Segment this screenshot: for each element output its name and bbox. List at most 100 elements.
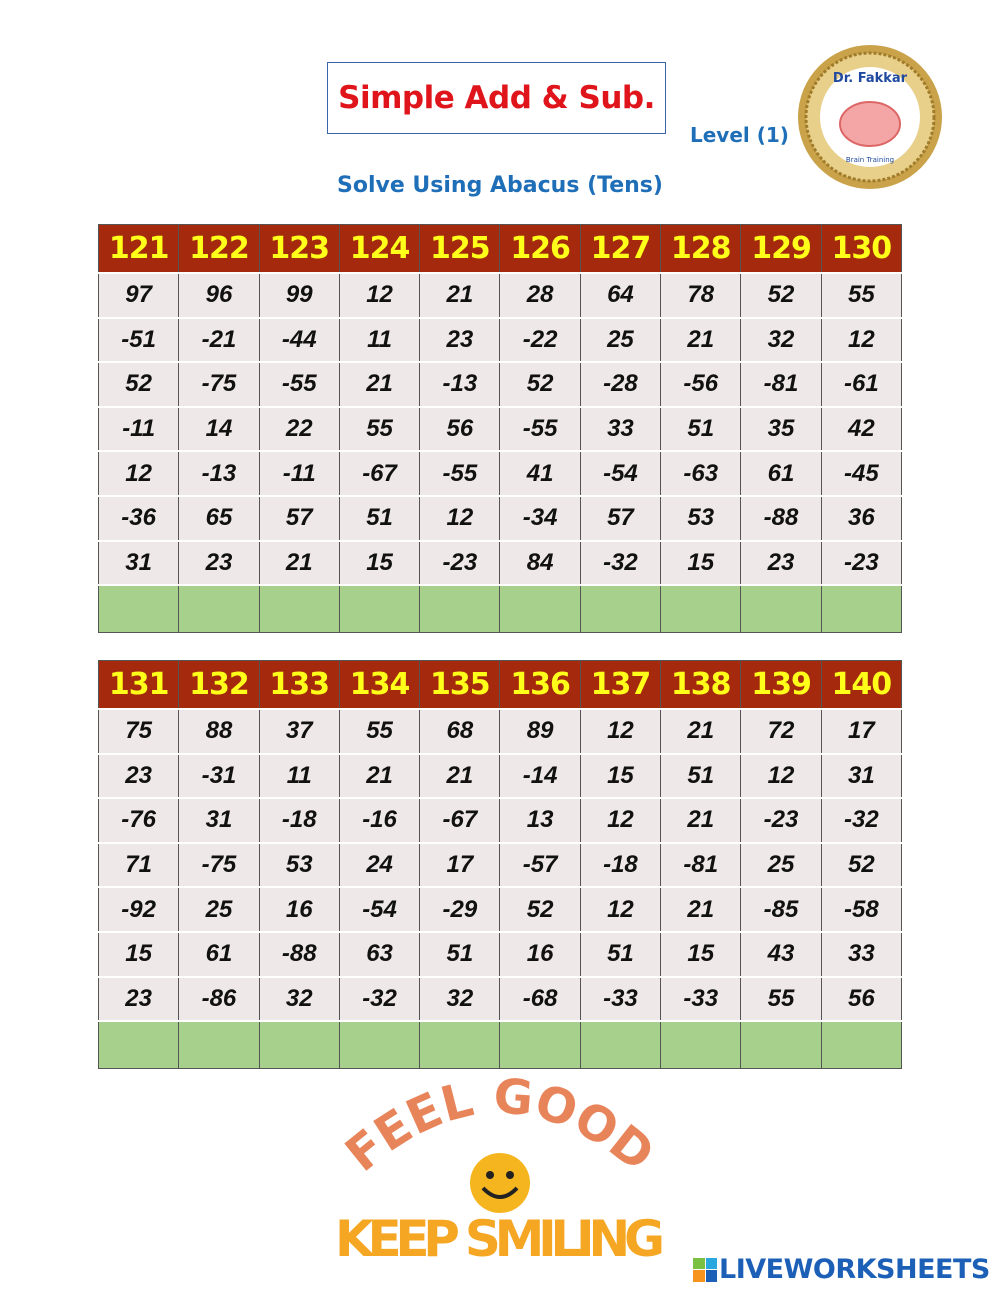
answer-input[interactable] [500, 586, 580, 633]
answer-input[interactable] [179, 1022, 259, 1069]
answer-cell[interactable] [419, 1020, 501, 1070]
number-cell: 53 [660, 494, 742, 542]
number-cell: 51 [419, 930, 501, 978]
answer-input[interactable] [179, 586, 259, 633]
answer-input[interactable] [661, 586, 741, 633]
answer-input[interactable] [580, 586, 661, 633]
number-cell: 42 [820, 405, 903, 453]
number-cell: -32 [338, 975, 421, 1023]
answer-cell[interactable] [820, 1020, 903, 1070]
answer-input[interactable] [420, 586, 500, 633]
table-row: 23 -86 32 -32 32 -68 -33 -33 55 56 [97, 975, 903, 1023]
answer-cell[interactable] [97, 584, 180, 634]
answer-cell[interactable] [660, 584, 742, 634]
number-cell: 68 [419, 708, 501, 755]
svg-text:Brain Training: Brain Training [846, 156, 894, 164]
answer-cell[interactable] [579, 584, 662, 634]
answer-input[interactable] [339, 586, 420, 633]
number-cell: 33 [820, 930, 903, 978]
number-cell: 52 [740, 272, 822, 319]
number-cell: -58 [820, 886, 903, 933]
answer-cell[interactable] [499, 584, 581, 634]
problem-number-header: 133 [258, 660, 340, 710]
answer-input[interactable] [741, 1022, 821, 1069]
number-cell: 25 [740, 841, 822, 889]
number-cell: 12 [419, 494, 501, 542]
table-row: -51 -21 -44 11 23 -22 25 21 32 12 [97, 316, 903, 364]
number-cell: 55 [338, 405, 421, 453]
number-cell: -32 [579, 539, 662, 587]
answer-cell[interactable] [499, 1020, 581, 1070]
number-cell: -33 [579, 975, 662, 1023]
answer-cell[interactable] [419, 584, 501, 634]
table-row: 12 -13 -11 -67 -55 41 -54 -63 61 -45 [97, 450, 903, 497]
number-cell: 15 [97, 930, 180, 978]
number-cell: -63 [660, 450, 742, 497]
problem-number-header: 138 [660, 660, 742, 710]
problem-number-header: 135 [419, 660, 501, 710]
number-cell: -88 [740, 494, 822, 542]
number-cell: 55 [820, 272, 903, 319]
answer-cell[interactable] [338, 584, 421, 634]
number-cell: -11 [97, 405, 180, 453]
problem-number-header: 139 [740, 660, 822, 710]
table-row: 71 -75 53 24 17 -57 -18 -81 25 52 [97, 841, 903, 889]
table-row: 52 -75 -55 21 -13 52 -28 -56 -81 -61 [97, 361, 903, 408]
number-cell: 36 [820, 494, 903, 542]
number-cell: 23 [740, 539, 822, 587]
number-cell: 78 [660, 272, 742, 319]
number-cell: 32 [740, 316, 822, 364]
number-cell: 21 [258, 539, 340, 587]
answer-cell[interactable] [178, 1020, 260, 1070]
number-cell: 97 [97, 272, 180, 319]
answer-cell[interactable] [660, 1020, 742, 1070]
answer-cell[interactable] [740, 1020, 822, 1070]
problem-number-header: 140 [820, 660, 903, 710]
feel-good-keep-smiling-image: FEEL GOOD KEEP SMILING [335, 1078, 665, 1268]
answer-input[interactable] [580, 1022, 661, 1069]
answer-cell[interactable] [258, 1020, 340, 1070]
answer-input[interactable] [339, 1022, 420, 1069]
dr-fakkar-logo: Dr. Fakkar Brain Training [798, 45, 942, 189]
answer-cell[interactable] [740, 584, 822, 634]
number-cell: -86 [178, 975, 260, 1023]
number-cell: 53 [258, 841, 340, 889]
number-cell: 15 [660, 539, 742, 587]
answer-cell[interactable] [338, 1020, 421, 1070]
answer-input[interactable] [420, 1022, 500, 1069]
answer-input[interactable] [259, 1022, 339, 1069]
number-cell: -11 [258, 450, 340, 497]
number-cell: -75 [178, 841, 260, 889]
number-cell: 24 [338, 841, 421, 889]
number-cell: -56 [660, 361, 742, 408]
number-cell: 21 [660, 886, 742, 933]
answer-input[interactable] [500, 1022, 580, 1069]
answer-input[interactable] [99, 586, 179, 633]
brand-text: LIVEWORKSHEETS [719, 1254, 990, 1285]
table-row: 75 88 37 55 68 89 12 21 72 17 [97, 708, 903, 755]
table-row: -76 31 -18 -16 -67 13 12 21 -23 -32 [97, 797, 903, 844]
problem-number-header: 134 [338, 660, 421, 710]
answer-input[interactable] [821, 586, 901, 633]
number-cell: 21 [660, 708, 742, 755]
answer-input[interactable] [741, 586, 821, 633]
number-cell: 55 [740, 975, 822, 1023]
number-cell: 23 [97, 975, 180, 1023]
problem-number-header: 132 [178, 660, 260, 710]
answer-cell[interactable] [97, 1020, 180, 1070]
answer-input[interactable] [661, 1022, 741, 1069]
answer-cell[interactable] [258, 584, 340, 634]
number-cell: 21 [660, 316, 742, 364]
answer-cell[interactable] [820, 584, 903, 634]
answer-input[interactable] [259, 586, 339, 633]
worksheet-title: Simple Add & Sub. [327, 62, 666, 134]
answer-cell[interactable] [579, 1020, 662, 1070]
answer-input[interactable] [99, 1022, 179, 1069]
number-cell: -75 [178, 361, 260, 408]
answer-input[interactable] [821, 1022, 901, 1069]
answer-cell[interactable] [178, 584, 260, 634]
number-cell: 12 [820, 316, 903, 364]
number-cell: -51 [97, 316, 180, 364]
number-cell: -18 [258, 797, 340, 844]
